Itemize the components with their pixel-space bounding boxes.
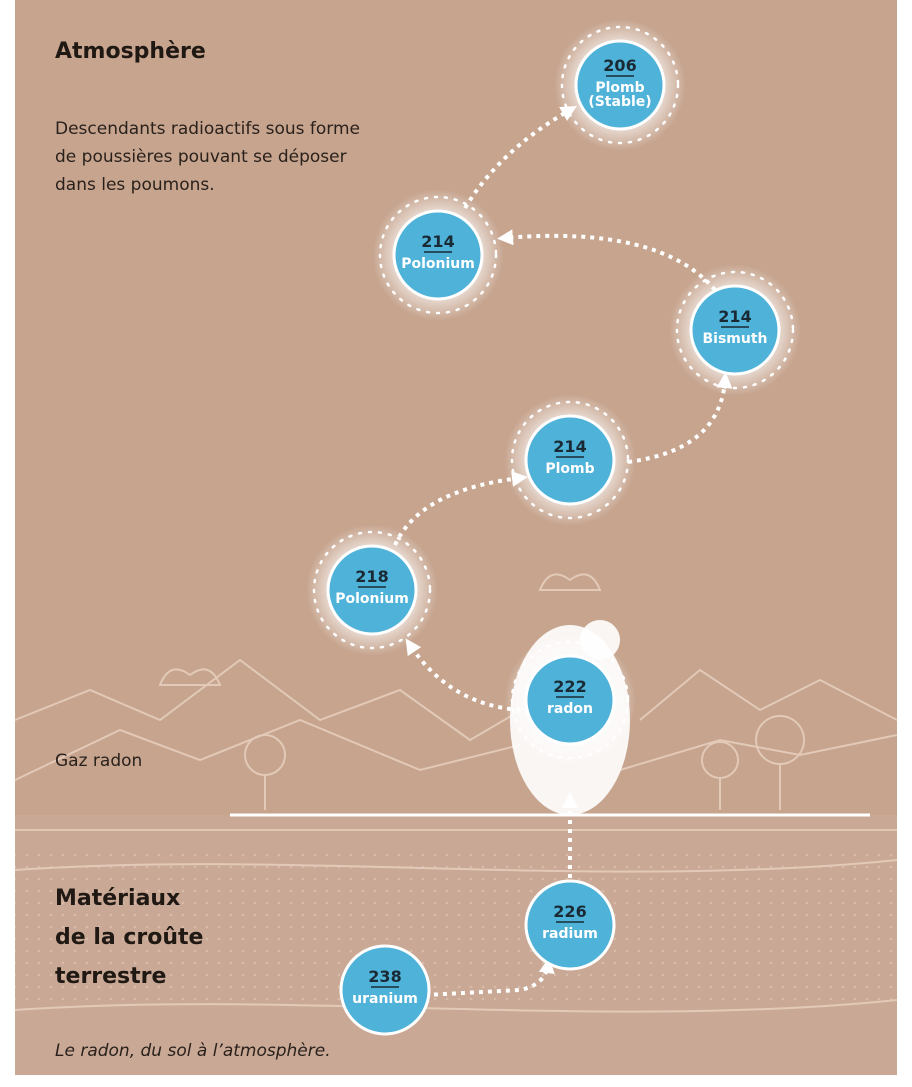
node-name: uranium (352, 991, 418, 1007)
node-number: 214 (553, 437, 586, 456)
node (524, 654, 616, 746)
node-name: radon (547, 701, 593, 717)
node-name: Polonium (335, 591, 409, 607)
node (339, 944, 431, 1036)
node-number: 206 (603, 56, 636, 75)
node-number: 218 (355, 567, 388, 586)
node-number: 226 (553, 902, 586, 921)
description: dans les poumons. (55, 175, 215, 195)
title: Atmosphère (55, 39, 206, 64)
description: de poussières pouvant se déposer (55, 147, 347, 167)
node-ring (312, 530, 432, 650)
gas-label: Gaz radon (55, 751, 142, 771)
node-ring (378, 195, 498, 315)
ground-title: terrestre (55, 964, 166, 989)
node (524, 879, 616, 971)
ground-title: Matériaux (55, 886, 180, 911)
node-ring (510, 400, 630, 520)
node (524, 414, 616, 506)
node-name: Polonium (401, 256, 475, 272)
node (574, 39, 666, 131)
node-number: 214 (421, 232, 454, 251)
caption: Le radon, du sol à l’atmosphère. (55, 1041, 331, 1061)
node-number: 222 (553, 677, 586, 696)
node-ring (510, 640, 630, 760)
node (392, 209, 484, 301)
node (689, 284, 781, 376)
node-note: (Stable) (588, 94, 651, 110)
node-name: Bismuth (702, 331, 767, 347)
node (326, 544, 418, 636)
ground-title: de la croûte (55, 925, 203, 950)
node-ring (560, 25, 680, 145)
node-number: 238 (368, 967, 401, 986)
description: Descendants radioactifs sous forme (55, 119, 360, 139)
node-name: Plomb (595, 80, 644, 96)
node-name: Plomb (545, 461, 594, 477)
node-name: radium (542, 926, 598, 942)
node-ring (675, 270, 795, 390)
node-number: 214 (718, 307, 751, 326)
